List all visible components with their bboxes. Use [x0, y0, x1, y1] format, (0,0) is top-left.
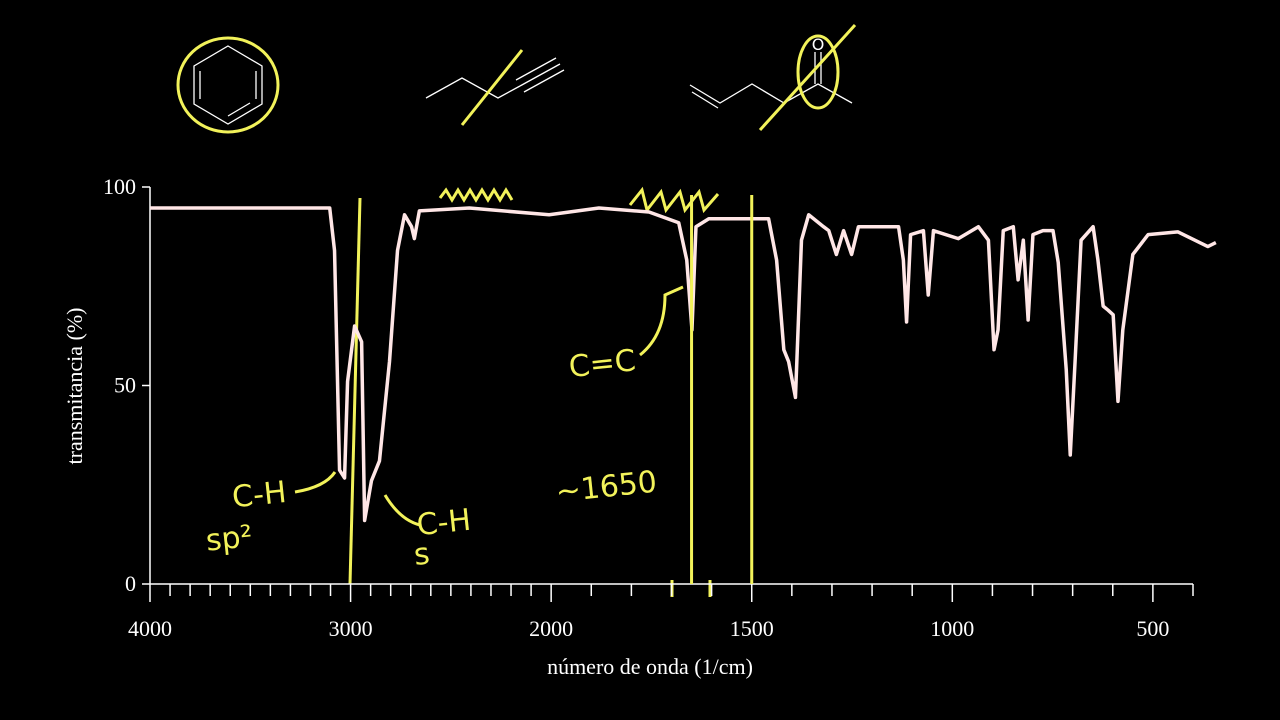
- annotation: C=C: [567, 343, 637, 385]
- annotation: C-H: [230, 475, 288, 515]
- spectrum-line: [150, 206, 1217, 523]
- x-tick-label: 3000: [329, 616, 373, 641]
- annotation: s: [412, 536, 431, 572]
- x-axis-label: número de onda (1/cm): [547, 654, 753, 679]
- y-tick-label: 0: [125, 571, 136, 596]
- annotation: sp²: [204, 519, 254, 559]
- svg-text:O: O: [812, 35, 825, 54]
- annotation: ~1650: [554, 465, 659, 510]
- x-tick-label: 1000: [930, 616, 974, 641]
- y-axis-label: transmitancia (%): [62, 308, 87, 465]
- molecules: O: [193, 35, 853, 125]
- x-tick-label: 500: [1136, 616, 1169, 641]
- highlights: [176, 23, 857, 597]
- x-tick-label: 4000: [128, 616, 172, 641]
- annotation: C-H: [415, 503, 473, 543]
- y-tick-label: 50: [114, 373, 136, 398]
- x-tick-label: 1500: [730, 616, 774, 641]
- x-tick-label: 2000: [529, 616, 573, 641]
- y-tick-label: 100: [103, 174, 136, 199]
